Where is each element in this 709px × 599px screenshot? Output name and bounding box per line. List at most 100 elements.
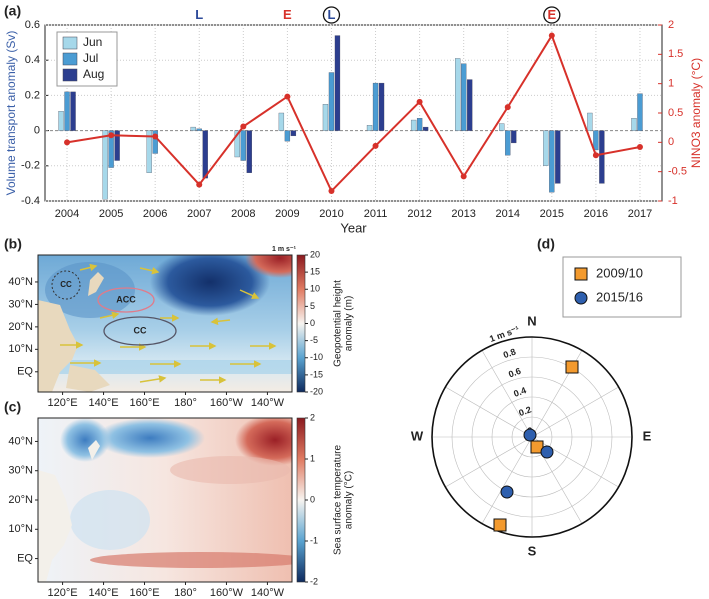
x-tick-label: 160°E xyxy=(129,587,159,599)
x-tick-label: 2004 xyxy=(55,208,79,220)
colorbar-tick-label: 0 xyxy=(310,494,315,504)
legend-box xyxy=(562,256,682,318)
nino3-point xyxy=(504,104,511,111)
y-tick-label: EQ xyxy=(17,366,33,378)
r-tick-label: 0.6 xyxy=(507,366,522,380)
y-tick-label: 10°N xyxy=(8,523,33,535)
spoke xyxy=(481,350,533,438)
nino3-point xyxy=(152,133,159,140)
y-tick-label: 20°N xyxy=(8,494,33,506)
map-c-image xyxy=(38,418,292,582)
bar xyxy=(599,130,605,184)
bar xyxy=(240,130,246,161)
colorbar-label: Geopotential height xyxy=(333,280,344,367)
bar xyxy=(372,82,379,131)
annotation: L xyxy=(327,7,335,22)
annotation: E xyxy=(283,7,292,22)
direction-label: S xyxy=(528,543,537,558)
r-tick-label: 0.8 xyxy=(502,347,517,361)
nino3-point xyxy=(416,98,423,105)
bar xyxy=(284,130,291,142)
bar xyxy=(234,130,240,158)
panel-label: (b) xyxy=(4,236,22,252)
panel-label: (d) xyxy=(537,236,555,252)
bar xyxy=(190,126,196,131)
x-tick-label: 160°E xyxy=(129,397,159,409)
legend-label: Jul xyxy=(83,51,98,65)
bar xyxy=(114,130,120,161)
nino3-point xyxy=(196,181,203,188)
r-tick-label: 0.4 xyxy=(512,385,527,399)
x-tick-label: 140°W xyxy=(251,587,285,599)
direction-label: N xyxy=(527,313,536,328)
plot-frame xyxy=(44,24,663,202)
colorbar-tick-label: -10 xyxy=(310,352,323,362)
colorbar-tick-label: 2 xyxy=(310,412,315,422)
bar xyxy=(416,118,423,131)
x-tick-label: 2013 xyxy=(451,208,475,220)
bar xyxy=(246,130,252,173)
r-grid xyxy=(491,396,573,478)
colorbar-tick-label: 5 xyxy=(310,301,315,311)
x-tick-label: 180° xyxy=(174,587,197,599)
point xyxy=(565,360,579,374)
y-tick-label: -0.4 xyxy=(21,195,40,207)
bar xyxy=(467,79,473,131)
x-tick-label: 2009 xyxy=(275,208,299,220)
x-tick-label: 160°W xyxy=(210,397,244,409)
spoke xyxy=(531,386,619,438)
colorbar-label: Sea surface temperature xyxy=(333,445,344,555)
map-b-image xyxy=(38,255,292,392)
y2-axis-label: NINO3 anomaly (°C) xyxy=(689,58,703,168)
y2-tick-label: -0.5 xyxy=(668,166,687,178)
y-axis-label: Volume transport anomaly (Sv) xyxy=(4,31,18,196)
bar xyxy=(152,130,158,154)
r-tick-label: 0.2 xyxy=(517,404,532,418)
spoke xyxy=(531,436,619,488)
bar xyxy=(499,123,505,131)
annotation: E xyxy=(547,7,556,22)
bar xyxy=(543,130,549,166)
bar xyxy=(70,91,76,131)
bar xyxy=(322,104,329,131)
annotation-circle xyxy=(322,6,341,24)
bar xyxy=(108,130,114,168)
annotation-circle xyxy=(543,6,561,24)
nino3-point xyxy=(636,144,643,151)
panel-label: (a) xyxy=(4,3,21,19)
x-tick-label: 140°E xyxy=(89,587,119,599)
bar xyxy=(410,119,417,131)
bar xyxy=(511,130,517,144)
x-axis-label: Year xyxy=(340,220,367,235)
colorbar-label: anomaly (°C) xyxy=(344,471,355,529)
bar xyxy=(202,130,208,179)
map-annotation: CC xyxy=(134,325,147,335)
bar xyxy=(378,82,385,131)
x-tick-label: 2016 xyxy=(584,208,608,220)
y-tick-label: 0.2 xyxy=(25,89,40,101)
bar xyxy=(328,72,335,131)
map-annotation: ACC xyxy=(116,294,136,304)
x-tick-label: 120°E xyxy=(48,397,78,409)
y-tick-label: 0.6 xyxy=(25,19,40,31)
y2-tick-label: 2 xyxy=(668,19,674,31)
y-tick-label: 20°N xyxy=(8,321,33,333)
y2-tick-label: 0 xyxy=(668,136,674,148)
colorbar xyxy=(296,254,306,393)
direction-label: E xyxy=(643,428,652,443)
bar xyxy=(278,112,285,131)
bar xyxy=(102,130,108,200)
nino3-line xyxy=(66,33,641,193)
y-tick-label: -0.2 xyxy=(21,160,40,172)
point xyxy=(540,445,554,459)
x-tick-label: 180° xyxy=(174,397,197,409)
bar xyxy=(461,63,467,131)
x-tick-label: 2014 xyxy=(496,208,520,220)
direction-label: W xyxy=(411,428,424,443)
bar xyxy=(422,126,429,131)
point xyxy=(493,518,507,532)
y2-tick-label: 1 xyxy=(668,78,674,90)
legend-label: Jun xyxy=(83,35,102,49)
nino3-point xyxy=(328,188,335,195)
bar xyxy=(555,130,561,184)
